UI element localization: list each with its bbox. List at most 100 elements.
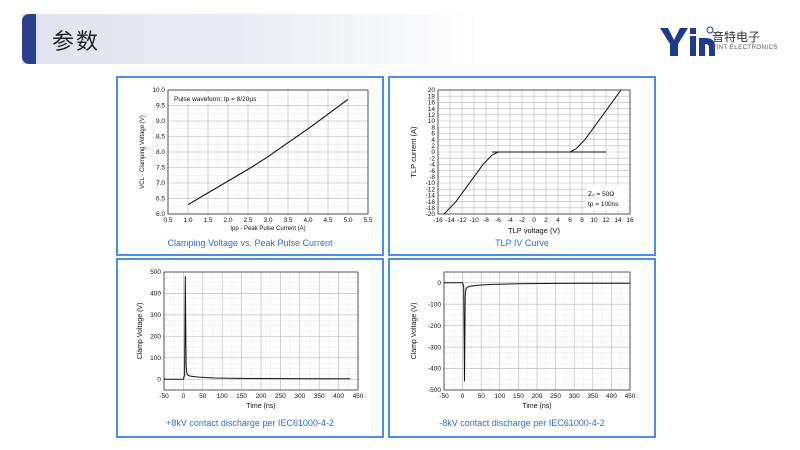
x-tick-label: 400: [606, 393, 617, 400]
x-tick-label: 100: [494, 393, 505, 400]
x-tick-label: 4: [556, 217, 560, 224]
x-tick-label: 14: [614, 217, 622, 224]
chart-caption: -8kV contact discharge per IEC61000-4-2: [439, 418, 605, 428]
y-tick-label: 200: [150, 334, 161, 341]
x-tick-label: -16: [433, 217, 443, 224]
x-tick-label: -6: [495, 217, 501, 224]
y-tick-label: -20: [426, 211, 436, 218]
y-tick-label: 10: [428, 118, 436, 125]
chart-negative-esd: -50 0 50 100 150 200 250 300 350 400 4500-100-200-…: [411, 271, 636, 410]
x-tick-label: -8: [483, 217, 489, 224]
y-tick-label: 10.0: [152, 87, 165, 94]
x-tick-label: 4.0: [303, 217, 312, 224]
y-tick-label: 0: [437, 280, 441, 287]
y-axis-label: Clamp Voltage (V): [137, 303, 144, 360]
x-axis-label: Ipp - Peak Pulse Current (A): [230, 226, 305, 232]
logo-i-dot: [690, 28, 696, 34]
y-tick-label: 20: [428, 87, 436, 94]
annotation-text: Pulse waveform: tp = 8/20µs: [174, 96, 257, 103]
chart-tlp-iv: -16 -14 -12 -10 -8 -6 -4 -2 0 2 4 6 8 10 12 14 16-20-18-…: [409, 87, 634, 235]
x-tick-label: 3.5: [283, 217, 292, 224]
y-tick-label: -16: [426, 199, 436, 206]
logo-n-shape: [699, 38, 715, 56]
x-tick-label: 5.0: [343, 217, 352, 224]
y-tick-label: 300: [150, 312, 161, 319]
series-line: [164, 276, 351, 380]
x-tick-label: 350: [314, 393, 325, 400]
x-tick-label: 200: [256, 393, 267, 400]
x-tick-label: -12: [457, 217, 467, 224]
x-tick-label: 1.0: [183, 217, 192, 224]
x-tick-label: -2: [519, 217, 525, 224]
x-tick-label: 2: [544, 217, 548, 224]
x-tick-label: 0: [532, 217, 536, 224]
y-axis-label: Clamp Voltage (V): [411, 303, 418, 360]
y-tick-label: -10: [426, 180, 436, 187]
y-tick-label: -200: [428, 323, 441, 330]
chart-caption: TLP IV Curve: [495, 238, 549, 248]
y-tick-label: -12: [426, 186, 436, 193]
x-tick-label: 0: [461, 393, 465, 400]
y-tick-label: 400: [150, 291, 161, 298]
company-logo: [660, 26, 715, 56]
y-tick-label: 6.0: [156, 211, 165, 218]
x-axis-label: Time (ns): [522, 403, 551, 410]
x-tick-label: 10: [590, 217, 598, 224]
x-tick-label: 0.5: [163, 217, 172, 224]
logo-registered-mark: [706, 26, 714, 34]
y-tick-label: -4: [429, 162, 435, 169]
x-tick-label: 250: [275, 393, 286, 400]
logo-english-text: YINT ELECTRONICS: [712, 45, 778, 51]
y-tick-label: -100: [428, 301, 441, 308]
x-tick-label: -10: [469, 217, 479, 224]
logo-y-shape: [660, 28, 688, 56]
y-tick-label: -400: [428, 366, 441, 373]
chart-panel-negative-esd: -50 0 50 100 150 200 250 300 350 400 450 0 -100 -200-…: [388, 258, 656, 438]
x-tick-label: 450: [625, 393, 636, 400]
plot-frame: [437, 89, 631, 215]
x-tick-label: 450: [353, 393, 364, 400]
x-tick-label: 250: [550, 393, 561, 400]
y-tick-label: 18: [428, 93, 436, 100]
chart-clamping-voltage: 0.5 1.0 1.5 2.0 2.5 3.0 3.5 4.0 4.5 5.0 5.5 6.0 6.5 7…: [140, 87, 373, 232]
y-tick-label: 12: [428, 112, 436, 119]
x-tick-label: 150: [236, 393, 247, 400]
plot-frame: [163, 271, 359, 391]
y-tick-label: 7.0: [156, 180, 165, 187]
y-tick-label: 9.5: [156, 103, 165, 110]
logo-i-shape: [690, 36, 696, 56]
x-tick-label: 50: [199, 393, 207, 400]
y-tick-label: -500: [428, 387, 441, 394]
y-tick-label: 6: [431, 131, 435, 138]
y-axis-label: TLP current (A): [409, 126, 418, 178]
y-tick-label: 8.0: [156, 149, 165, 156]
x-tick-label: 5.5: [363, 217, 372, 224]
x-tick-label: 0: [182, 393, 186, 400]
logo-chinese-text: 音特电子: [712, 30, 761, 44]
x-axis-label: Time (ns): [246, 403, 275, 410]
plot-frame: [443, 271, 631, 391]
x-tick-label: 3.0: [263, 217, 272, 224]
y-axis-label: VCL - Clamping Voltage (V): [140, 115, 146, 188]
annotation-text: Z₀ = 50Ω: [588, 191, 614, 198]
x-tick-label: -50: [439, 393, 449, 400]
y-tick-label: -6: [429, 168, 435, 175]
y-tick-label: 0: [431, 149, 435, 156]
chart-panel-clamping: 0.5 1.0 1.5 2.0 2.5 3.0 3.5 4.0 4.5 5.0 5.5 6.0 6.5 7…: [116, 76, 384, 256]
x-axis-label: TLP voltage (V): [508, 226, 560, 235]
y-tick-label: 100: [150, 355, 161, 362]
y-tick-label: 500: [150, 269, 161, 276]
x-tick-label: 6: [568, 217, 572, 224]
x-tick-label: 200: [532, 393, 543, 400]
series-line: [444, 282, 630, 382]
y-tick-label: -8: [429, 174, 435, 181]
x-tick-label: 12: [602, 217, 610, 224]
x-tick-label: 2.5: [243, 217, 252, 224]
y-tick-label: 2: [431, 143, 435, 150]
y-tick-label: 9.0: [156, 118, 165, 125]
y-tick-label: -2: [429, 155, 435, 162]
page-title: 参数: [52, 30, 101, 55]
x-tick-label: 300: [294, 393, 305, 400]
x-tick-label: -50: [159, 393, 169, 400]
series-line: [187, 98, 349, 206]
